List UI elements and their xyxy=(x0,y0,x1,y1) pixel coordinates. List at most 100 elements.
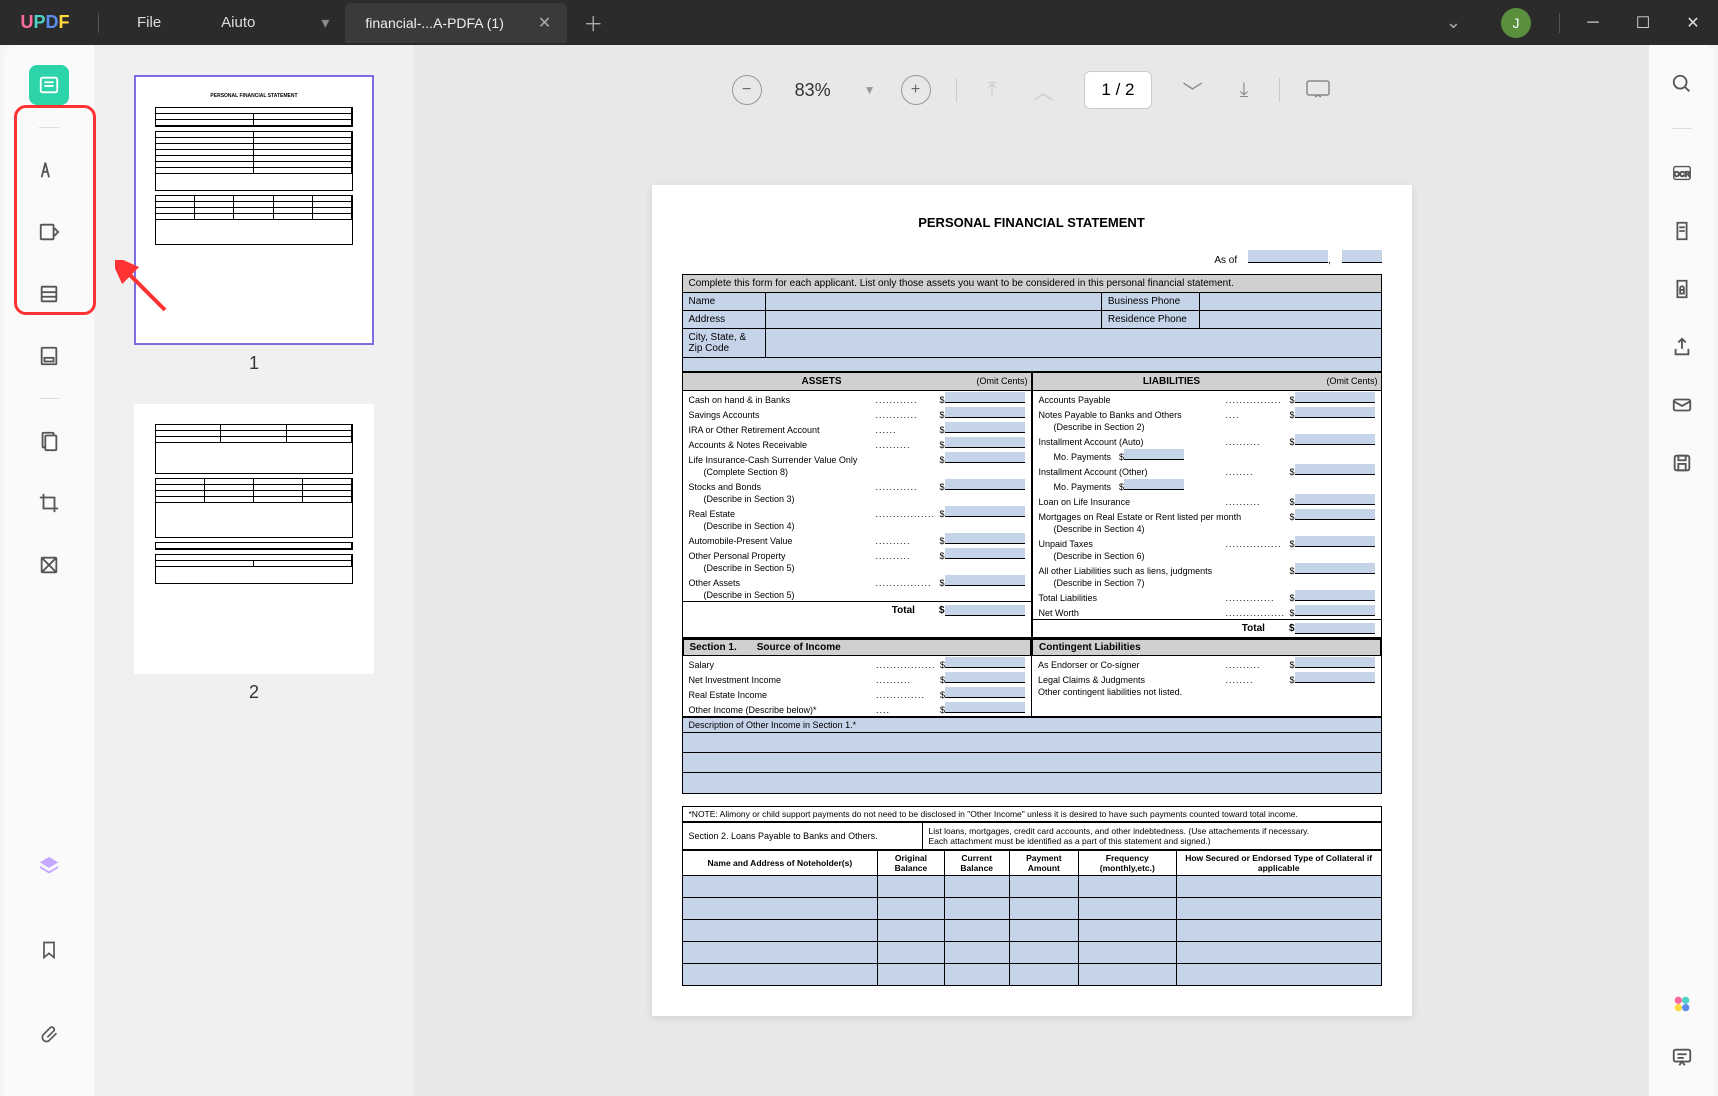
table-cell[interactable] xyxy=(944,898,1009,920)
form-field[interactable] xyxy=(1295,605,1375,616)
form-field[interactable] xyxy=(945,479,1025,490)
table-cell[interactable] xyxy=(944,964,1009,986)
form-field[interactable] xyxy=(945,407,1025,418)
share-icon[interactable] xyxy=(1668,333,1696,361)
close-button[interactable]: ✕ xyxy=(1668,0,1718,45)
zoom-in-button[interactable]: + xyxy=(901,75,931,105)
last-page-icon[interactable]: ⤓ xyxy=(1234,73,1255,108)
tab-close-icon[interactable]: ✕ xyxy=(534,13,555,33)
form-field[interactable] xyxy=(1295,590,1375,601)
protect-icon[interactable] xyxy=(1668,275,1696,303)
menu-help[interactable]: Aiuto xyxy=(191,14,285,31)
form-field[interactable] xyxy=(945,575,1025,586)
form-field[interactable] xyxy=(1342,250,1382,263)
prev-page-icon[interactable]: ︿ xyxy=(1027,70,1059,111)
form-field[interactable] xyxy=(1295,407,1375,418)
table-cell[interactable] xyxy=(682,942,878,964)
table-cell[interactable] xyxy=(944,920,1009,942)
layers-icon[interactable] xyxy=(29,846,69,886)
bookmark-icon[interactable] xyxy=(29,930,69,970)
thumbnail-page-1[interactable]: PERSONAL FINANCIAL STATEMENT xyxy=(134,75,374,345)
chat-icon[interactable] xyxy=(1668,1043,1696,1071)
save-icon[interactable] xyxy=(1668,449,1696,477)
ai-icon[interactable] xyxy=(1668,990,1696,1018)
name-field[interactable] xyxy=(766,293,1102,311)
business-phone-field[interactable] xyxy=(1199,293,1381,311)
slideshow-icon[interactable] xyxy=(1305,79,1331,101)
form-field[interactable] xyxy=(945,657,1025,668)
search-icon[interactable] xyxy=(1668,70,1696,98)
table-cell[interactable] xyxy=(944,942,1009,964)
form-field[interactable] xyxy=(1248,250,1328,263)
table-cell[interactable] xyxy=(1078,876,1176,898)
form-field[interactable] xyxy=(945,422,1025,433)
edit-tool-icon[interactable] xyxy=(29,212,69,252)
form-field[interactable] xyxy=(1295,672,1375,683)
form-field[interactable] xyxy=(683,733,1381,753)
table-cell[interactable] xyxy=(1009,964,1078,986)
convert-icon[interactable] xyxy=(1668,217,1696,245)
form-field[interactable] xyxy=(945,392,1025,403)
form-field[interactable] xyxy=(1295,623,1375,634)
comment-tool-icon[interactable] xyxy=(29,150,69,190)
table-cell[interactable] xyxy=(1009,876,1078,898)
form-field[interactable] xyxy=(683,773,1381,793)
next-page-icon[interactable]: ﹀ xyxy=(1177,70,1209,111)
table-cell[interactable] xyxy=(878,942,944,964)
table-cell[interactable] xyxy=(682,920,878,942)
table-cell[interactable] xyxy=(1009,942,1078,964)
address-field[interactable] xyxy=(766,311,1102,329)
form-tool-icon[interactable] xyxy=(29,336,69,376)
tab-dropdown-icon[interactable]: ▾ xyxy=(305,3,345,43)
form-field[interactable] xyxy=(1295,536,1375,547)
table-cell[interactable] xyxy=(878,898,944,920)
minimize-button[interactable]: ─ xyxy=(1568,0,1618,45)
form-field[interactable] xyxy=(1295,494,1375,505)
table-cell[interactable] xyxy=(1176,942,1381,964)
table-cell[interactable] xyxy=(944,876,1009,898)
organize-tool-icon[interactable] xyxy=(29,274,69,314)
attachment-icon[interactable] xyxy=(29,1014,69,1054)
form-field[interactable] xyxy=(945,506,1025,517)
chevron-down-icon[interactable]: ⌄ xyxy=(1426,12,1481,33)
form-field[interactable] xyxy=(1295,509,1375,520)
form-field[interactable] xyxy=(945,605,1025,616)
form-field[interactable] xyxy=(1124,479,1184,490)
table-cell[interactable] xyxy=(1078,920,1176,942)
redact-tool-icon[interactable] xyxy=(29,545,69,585)
residence-phone-field[interactable] xyxy=(1199,311,1381,329)
form-field[interactable] xyxy=(945,437,1025,448)
table-cell[interactable] xyxy=(1176,898,1381,920)
form-field[interactable] xyxy=(1295,434,1375,445)
user-avatar[interactable]: J xyxy=(1501,8,1531,38)
table-cell[interactable] xyxy=(878,876,944,898)
table-cell[interactable] xyxy=(682,964,878,986)
form-field[interactable] xyxy=(945,533,1025,544)
form-field[interactable] xyxy=(1295,392,1375,403)
table-cell[interactable] xyxy=(878,964,944,986)
city-state-zip-field[interactable] xyxy=(766,329,1381,358)
form-field[interactable] xyxy=(1295,464,1375,475)
thumbnail-page-2[interactable] xyxy=(134,404,374,674)
table-cell[interactable] xyxy=(1078,942,1176,964)
table-cell[interactable] xyxy=(1176,964,1381,986)
form-field[interactable] xyxy=(945,548,1025,559)
first-page-icon[interactable]: ⤒ xyxy=(982,73,1003,108)
form-field[interactable] xyxy=(1124,449,1184,460)
form-field[interactable] xyxy=(945,687,1025,698)
form-field[interactable] xyxy=(945,672,1025,683)
page-input[interactable]: 1 / 2 xyxy=(1084,71,1151,109)
table-cell[interactable] xyxy=(1176,876,1381,898)
email-icon[interactable] xyxy=(1668,391,1696,419)
new-tab-icon[interactable]: ＋ xyxy=(571,8,615,37)
table-cell[interactable] xyxy=(1078,964,1176,986)
table-cell[interactable] xyxy=(682,898,878,920)
zoom-out-button[interactable]: − xyxy=(732,75,762,105)
document-tab[interactable]: financial-...A-PDFA (1) ✕ xyxy=(345,3,567,43)
reader-tool-icon[interactable] xyxy=(29,65,69,105)
form-field[interactable] xyxy=(945,452,1025,463)
table-cell[interactable] xyxy=(1176,920,1381,942)
table-cell[interactable] xyxy=(682,876,878,898)
ocr-icon[interactable]: OCR xyxy=(1668,159,1696,187)
table-cell[interactable] xyxy=(1009,898,1078,920)
